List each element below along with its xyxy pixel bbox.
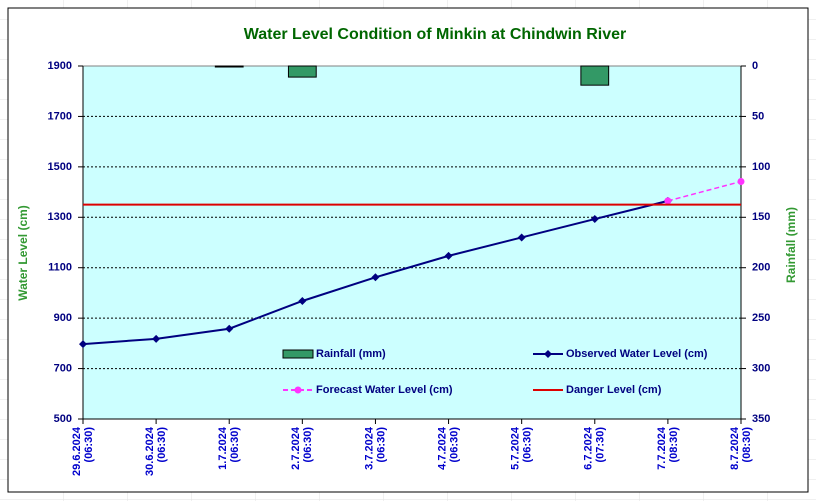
y2-tick-label: 250 (752, 312, 770, 324)
x-tick-label: (06:30) (302, 427, 314, 463)
marker (517, 233, 526, 242)
plot-area (82, 65, 742, 420)
y-tick-label: 1700 (48, 110, 72, 122)
x-tick-label: (07:30) (595, 427, 607, 463)
y2-tick-label: 0 (752, 60, 758, 72)
x-tick-label: 5.7.2024 (510, 426, 522, 470)
marker (371, 273, 380, 282)
x-tick-label: 4.7.2024 (436, 426, 448, 470)
marker (444, 251, 453, 260)
legend-label: Forecast Water Level (cm) (316, 384, 453, 396)
x-tick-label: 3.7.2024 (363, 426, 375, 470)
y-tick-label: 1100 (48, 262, 72, 274)
x-tick-label: (06:30) (156, 427, 168, 463)
marker (664, 197, 672, 205)
x-tick-label: (06:30) (229, 427, 241, 463)
y-tick-label: 1900 (48, 60, 72, 72)
legend-swatch (282, 349, 314, 359)
x-tick-label: 1.7.2024 (217, 426, 229, 470)
y2-tick-label: 150 (752, 211, 770, 223)
x-tick-label: 7.7.2024 (656, 426, 668, 470)
marker (225, 324, 234, 333)
rainfall-bar (214, 65, 244, 68)
x-tick-label: 29.6.2024 (71, 426, 83, 476)
y2-tick-label: 50 (752, 110, 764, 122)
y-tick-label: 1300 (48, 211, 72, 223)
x-tick-label: 6.7.2024 (583, 426, 595, 470)
marker (152, 334, 161, 343)
x-tick-label: 8.7.2024 (729, 426, 741, 470)
x-tick-label: (08:30) (741, 427, 753, 463)
legend-marker (294, 386, 302, 394)
y2-axis-title: Rainfall (mm) (784, 207, 798, 283)
y-axis-title: Water Level (cm) (16, 205, 30, 301)
x-tick-label: (06:30) (83, 427, 95, 463)
x-tick-label: (06:30) (375, 427, 387, 463)
marker (79, 340, 87, 349)
series-line (667, 180, 742, 202)
x-tick-label: 2.7.2024 (290, 426, 302, 470)
y-tick-label: 700 (54, 362, 72, 374)
x-tick-label: (06:30) (448, 427, 460, 463)
x-tick-label: (06:30) (522, 427, 534, 463)
y2-tick-label: 200 (752, 262, 770, 274)
marker (737, 177, 745, 185)
legend-label: Rainfall (mm) (316, 348, 386, 360)
legend-label: Observed Water Level (cm) (566, 348, 708, 360)
marker (590, 215, 599, 224)
legend-label: Danger Level (cm) (566, 384, 662, 396)
y2-tick-label: 350 (752, 413, 770, 425)
y-tick-label: 500 (54, 413, 72, 425)
rainfall-bar (580, 65, 610, 86)
chart-title: Water Level Condition of Minkin at Chind… (244, 26, 627, 43)
y2-tick-label: 300 (752, 362, 770, 374)
legend-marker (544, 350, 552, 358)
marker (298, 296, 307, 305)
rainfall-bar (287, 65, 317, 78)
x-tick-label: 30.6.2024 (144, 426, 156, 476)
y2-tick-label: 100 (752, 161, 770, 173)
x-tick-label: (08:30) (668, 427, 680, 463)
y-tick-label: 1500 (48, 161, 72, 173)
y-tick-label: 900 (54, 312, 72, 324)
